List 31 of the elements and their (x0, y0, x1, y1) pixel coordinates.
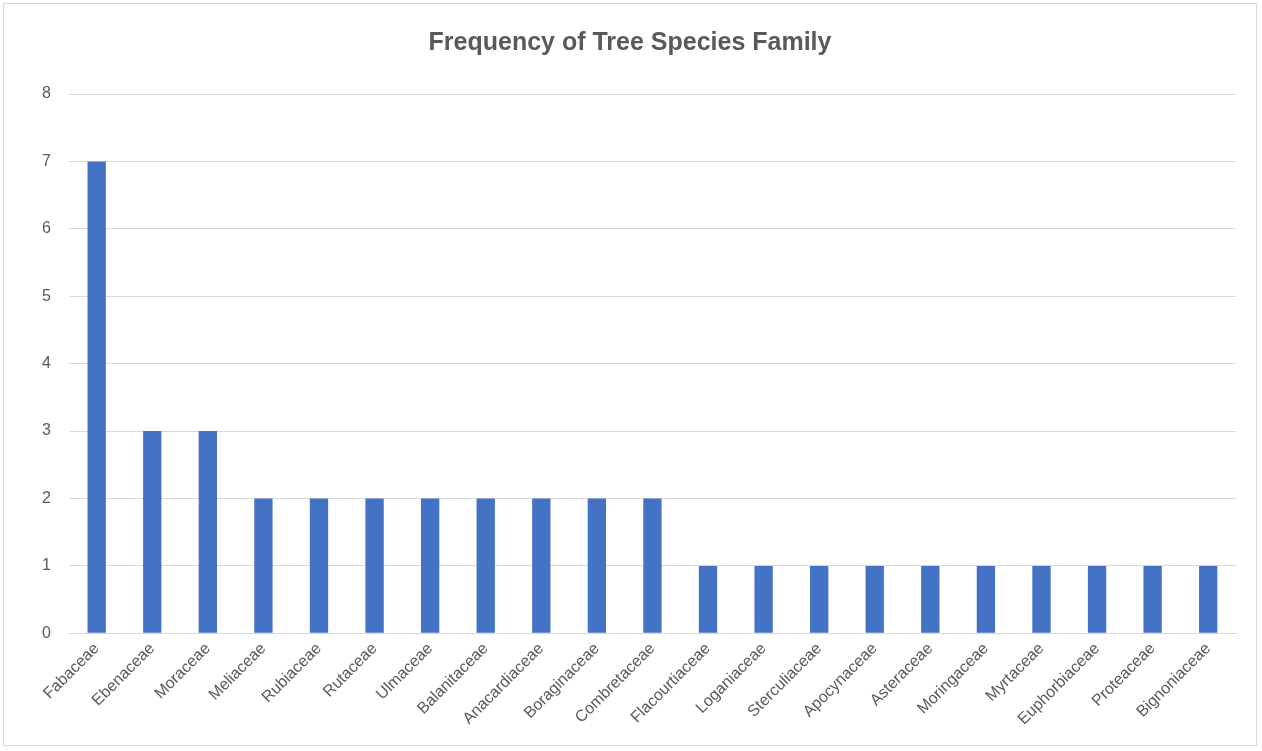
y-tick-label: 6 (41, 219, 51, 237)
chart-title: Frequency of Tree Species Family (428, 26, 832, 55)
bar (87, 161, 106, 633)
y-tick-label: 7 (41, 151, 51, 169)
bar (532, 498, 551, 633)
bar (1143, 565, 1162, 633)
y-tick-label: 0 (41, 623, 51, 641)
bar (254, 498, 273, 633)
y-tick-label: 5 (41, 286, 51, 304)
bar (1032, 565, 1051, 633)
y-tick-label: 3 (41, 421, 51, 439)
bar (143, 431, 162, 633)
bar (309, 498, 329, 633)
bar (976, 565, 996, 633)
bar (865, 565, 884, 633)
bar (754, 565, 773, 633)
bar (420, 498, 440, 633)
bar (1087, 565, 1107, 633)
bar (810, 565, 829, 633)
bar (921, 565, 940, 633)
bar (476, 498, 495, 633)
bar (365, 498, 384, 633)
y-tick-label: 2 (41, 488, 51, 506)
y-tick-label: 1 (41, 556, 51, 574)
y-tick-label: 4 (41, 354, 51, 372)
bar (643, 498, 662, 633)
y-tick-label: 8 (41, 84, 51, 102)
bar (587, 498, 607, 633)
bar (698, 565, 718, 633)
bar (198, 431, 218, 633)
bar (1199, 565, 1218, 633)
